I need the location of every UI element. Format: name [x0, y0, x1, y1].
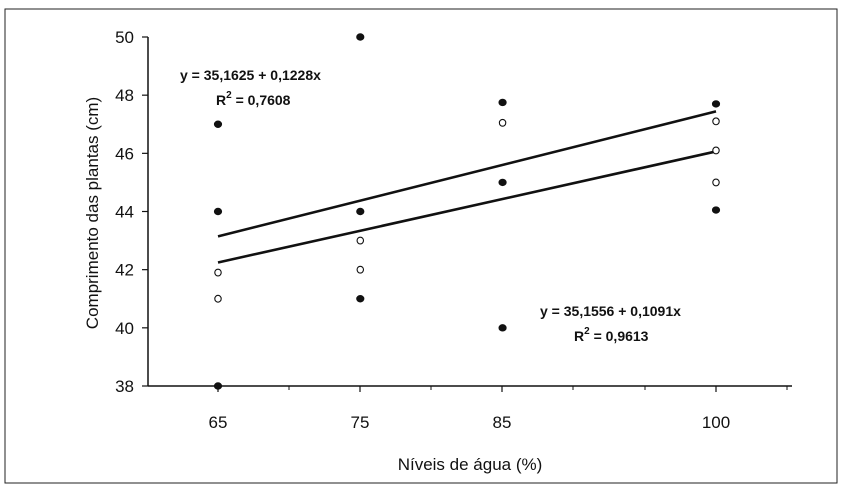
data-point-filled	[498, 324, 507, 332]
x-ticks: 65 75 85 100	[209, 386, 788, 432]
y-tick-label: 42	[115, 261, 134, 280]
data-point-filled	[711, 206, 721, 214]
y-tick-label: 50	[115, 28, 134, 47]
y-tick-label: 44	[115, 203, 134, 222]
data-point-filled	[498, 178, 507, 187]
y-tick-label: 48	[115, 86, 134, 105]
data-point-filled	[213, 120, 223, 128]
r2-1-prefix: R	[216, 92, 226, 108]
trend-lines	[217, 110, 717, 264]
x-tick-label: 65	[209, 413, 228, 432]
data-point-open	[712, 178, 720, 187]
data-point-filled	[498, 98, 507, 107]
r2-2-sup: 2	[584, 326, 590, 337]
x-tick-label: 85	[493, 413, 512, 432]
y-tick-label: 46	[115, 144, 134, 163]
data-points	[213, 33, 721, 390]
trend-line-2	[217, 150, 717, 264]
r2-1: R2 = 0,7608	[216, 90, 291, 108]
x-axis-title: Níveis de água (%)	[398, 455, 543, 474]
data-point-filled	[356, 33, 365, 41]
data-point-open	[498, 118, 507, 127]
data-point-open	[356, 236, 365, 245]
r2-2: R2 = 0,9613	[574, 326, 649, 344]
equation-1: y = 35,1625 + 0,1228x	[180, 67, 321, 83]
data-point-filled	[213, 382, 223, 390]
data-point-open	[712, 146, 720, 155]
r2-1-value: = 0,7608	[232, 92, 291, 108]
data-point-open	[712, 117, 720, 126]
trend-line-1	[217, 110, 717, 238]
data-point-filled	[711, 100, 721, 108]
data-point-open	[214, 294, 222, 303]
r2-1-sup: 2	[226, 90, 232, 101]
r2-2-prefix: R	[574, 328, 584, 344]
y-tick-label: 40	[115, 319, 134, 338]
chart-border	[4, 8, 838, 484]
y-ticks: 38 40 42 44 46 48 50	[115, 28, 148, 396]
data-point-filled	[213, 207, 223, 216]
data-point-filled	[356, 295, 365, 303]
x-tick-label: 75	[351, 413, 370, 432]
data-point-open	[214, 268, 222, 277]
equation-2: y = 35,1556 + 0,1091x	[540, 303, 681, 319]
y-tick-label: 38	[115, 377, 134, 396]
r2-2-value: = 0,9613	[590, 328, 649, 344]
data-point-open	[356, 265, 365, 274]
x-tick-label: 100	[702, 413, 730, 432]
data-point-filled	[356, 207, 365, 216]
y-axis-title: Comprimento das plantas (cm)	[83, 97, 102, 329]
